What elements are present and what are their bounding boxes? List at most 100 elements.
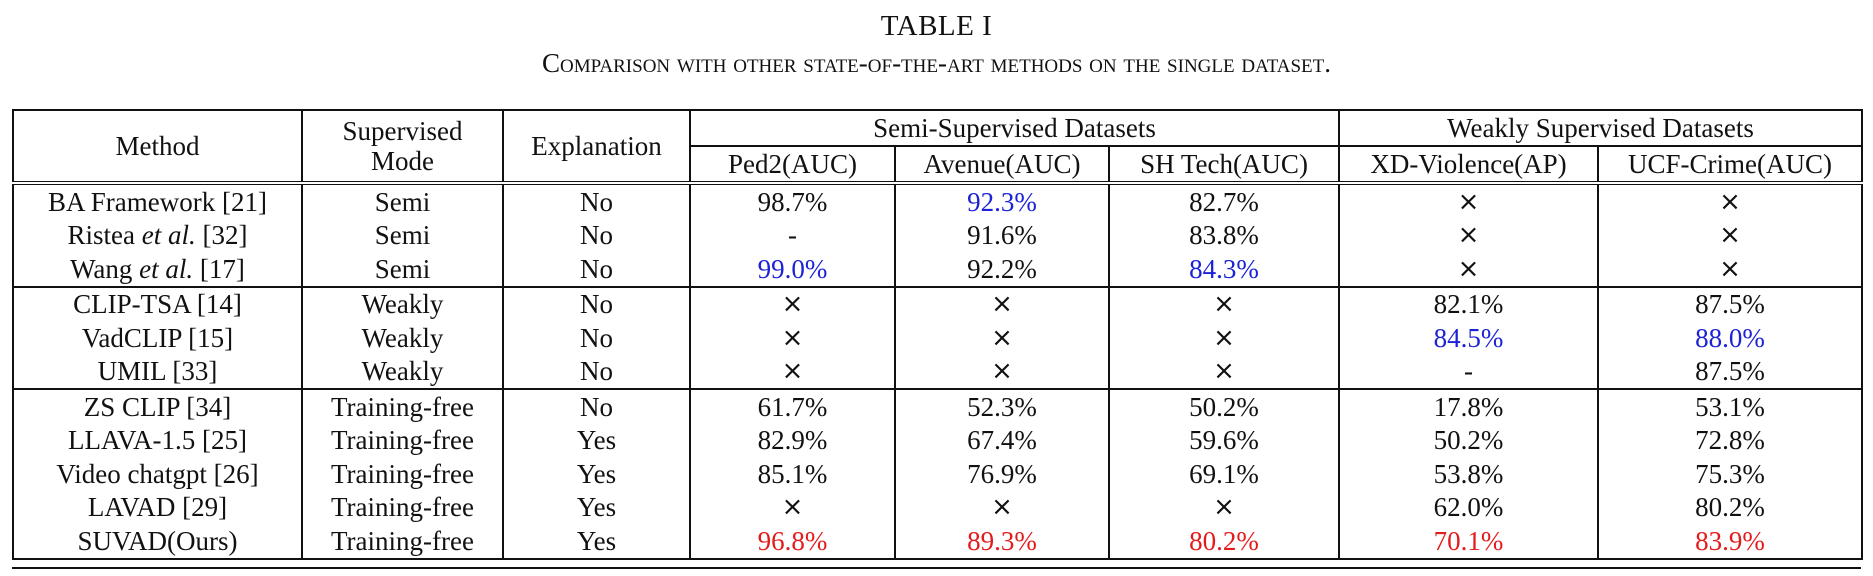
table-row: LLAVA-1.5 [25] Training-free Yes 82.9% 67.4%… — [12, 423, 1864, 457]
cell-ped2: 82.9% — [689, 423, 896, 457]
method-etal: et al. — [139, 253, 194, 284]
cell-explanation: Yes — [502, 423, 691, 457]
cell-avenue: × — [894, 285, 1110, 321]
cell-method: LLAVA-1.5 [25] — [12, 423, 303, 457]
header-explanation: Explanation — [502, 109, 691, 185]
cell-avenue: 67.4% — [894, 423, 1110, 457]
cell-shtech: 82.7% — [1107, 182, 1341, 219]
cell-explanation: No — [502, 321, 691, 355]
table-row: SUVAD(Ours) Training-free Yes 96.8% 89.3% 80.… — [12, 524, 1864, 560]
cell-xdviolence: 70.1% — [1338, 524, 1600, 560]
method-etal: et al. — [141, 220, 196, 251]
cell-ped2: × — [689, 490, 896, 524]
cell-ucfcrime: 88.0% — [1597, 321, 1864, 355]
cell-supervised-mode: Training-free — [301, 524, 504, 560]
table-label: TABLE I — [880, 10, 993, 42]
cell-ped2: 98.7% — [689, 182, 896, 219]
cell-xdviolence: 53.8% — [1338, 457, 1600, 491]
header-col-avenue: Avenue(AUC) — [894, 145, 1110, 185]
cell-method: Ristea et al. [32] — [12, 218, 303, 252]
cell-method: BA Framework [21] — [12, 182, 303, 219]
cell-supervised-mode: Weakly — [301, 285, 504, 321]
cell-explanation: No — [502, 252, 691, 287]
cell-method: LAVAD [29] — [12, 490, 303, 524]
cell-ucfcrime: 75.3% — [1597, 457, 1864, 491]
cell-xdviolence: × — [1338, 252, 1600, 287]
cell-supervised-mode: Semi — [301, 218, 504, 252]
header-supervised-mode-line1: Supervised — [342, 116, 463, 146]
table-row: VadCLIP [15] Weakly No × × × 84.5% 88.0% — [12, 321, 1864, 355]
cell-shtech: 50.2% — [1107, 388, 1341, 424]
cell-xdviolence: 84.5% — [1338, 321, 1600, 355]
cell-xdviolence: × — [1338, 182, 1600, 219]
header-supervised-mode: Supervised Mode — [301, 109, 504, 185]
cell-shtech: 69.1% — [1107, 457, 1341, 491]
cell-shtech: × — [1107, 321, 1341, 355]
cell-ped2: 96.8% — [689, 524, 896, 560]
cell-ucfcrime: 80.2% — [1597, 490, 1864, 524]
cell-method: CLIP-TSA [14] — [12, 285, 303, 321]
results-body: BA Framework [21] Semi No 98.7% 92.3% 82.7% × ×… — [12, 182, 1864, 560]
header-group-semi: Semi-Supervised Datasets — [688, 109, 1341, 146]
cell-method: Wang et al. [17] — [12, 252, 303, 287]
cell-supervised-mode: Training-free — [301, 423, 504, 457]
cell-method: ZS CLIP [34] — [12, 388, 303, 424]
table-row: ZS CLIP [34] Training-free No 61.7% 52.3% 50.… — [12, 388, 1864, 424]
cell-avenue: × — [894, 321, 1110, 355]
cell-xdviolence: 82.1% — [1338, 285, 1600, 321]
cell-xdviolence: 17.8% — [1338, 388, 1600, 424]
table-row: BA Framework [21] Semi No 98.7% 92.3% 82.7% × × — [12, 182, 1864, 219]
cell-ped2: 61.7% — [689, 388, 896, 424]
cell-avenue: 92.3% — [894, 182, 1110, 219]
cell-ped2: × — [689, 354, 896, 389]
cell-explanation: No — [502, 285, 691, 321]
cell-xdviolence: × — [1338, 218, 1600, 252]
cell-ped2: 99.0% — [689, 252, 896, 287]
cell-avenue: 89.3% — [894, 524, 1110, 560]
header-col-ped2: Ped2(AUC) — [689, 145, 896, 185]
cell-ped2: - — [689, 218, 896, 252]
cell-explanation: No — [502, 388, 691, 424]
cell-shtech: × — [1107, 285, 1341, 321]
cell-shtech: × — [1107, 490, 1341, 524]
table-row: Video chatgpt [26] Training-free Yes 85.1% 7… — [12, 457, 1864, 491]
cell-method: SUVAD(Ours) — [12, 524, 303, 560]
cell-method: VadCLIP [15] — [12, 321, 303, 355]
table-row: LAVAD [29] Training-free Yes × × × 62.0% 80.2% — [12, 490, 1864, 524]
cell-supervised-mode: Weakly — [301, 354, 504, 389]
method-ref: [32] — [195, 220, 248, 251]
cell-xdviolence: 50.2% — [1338, 423, 1600, 457]
cell-explanation: No — [502, 182, 691, 219]
method-author: Ristea — [67, 220, 142, 251]
cell-avenue: × — [894, 354, 1110, 389]
cell-explanation: Yes — [502, 524, 691, 560]
cell-explanation: Yes — [502, 457, 691, 491]
cell-supervised-mode: Training-free — [301, 388, 504, 424]
cell-explanation: Yes — [502, 490, 691, 524]
cell-ped2: × — [689, 285, 896, 321]
table-row: Ristea et al. [32] Semi No -91.6% 83.8% × × — [12, 218, 1864, 252]
header-group-weak: Weakly Supervised Datasets — [1338, 109, 1864, 146]
cell-xdviolence: - — [1338, 354, 1600, 389]
cell-avenue: 76.9% — [894, 457, 1110, 491]
cell-avenue: 52.3% — [894, 388, 1110, 424]
results-table: Method Supervised Mode Explanation Semi-… — [12, 109, 1864, 560]
cell-ucfcrime: 72.8% — [1597, 423, 1864, 457]
cell-supervised-mode: Training-free — [301, 490, 504, 524]
header-col-shtech: SH Tech(AUC) — [1107, 145, 1341, 185]
cell-avenue: 91.6% — [894, 218, 1110, 252]
cell-ped2: × — [689, 321, 896, 355]
cell-ucfcrime: 53.1% — [1597, 388, 1864, 424]
bottom-rule — [12, 567, 1861, 569]
cell-ucfcrime: × — [1597, 182, 1864, 219]
cell-shtech: 84.3% — [1107, 252, 1341, 287]
method-author: Wang — [70, 253, 140, 284]
cell-shtech: 59.6% — [1107, 423, 1341, 457]
cell-supervised-mode: Semi — [301, 182, 504, 219]
cell-ped2: 85.1% — [689, 457, 896, 491]
cell-explanation: No — [502, 354, 691, 389]
cell-ucfcrime: × — [1597, 252, 1864, 287]
cell-xdviolence: 62.0% — [1338, 490, 1600, 524]
table-row: UMIL [33] Weakly No × × × -87.5% — [12, 354, 1864, 389]
cell-ucfcrime: 87.5% — [1597, 285, 1864, 321]
